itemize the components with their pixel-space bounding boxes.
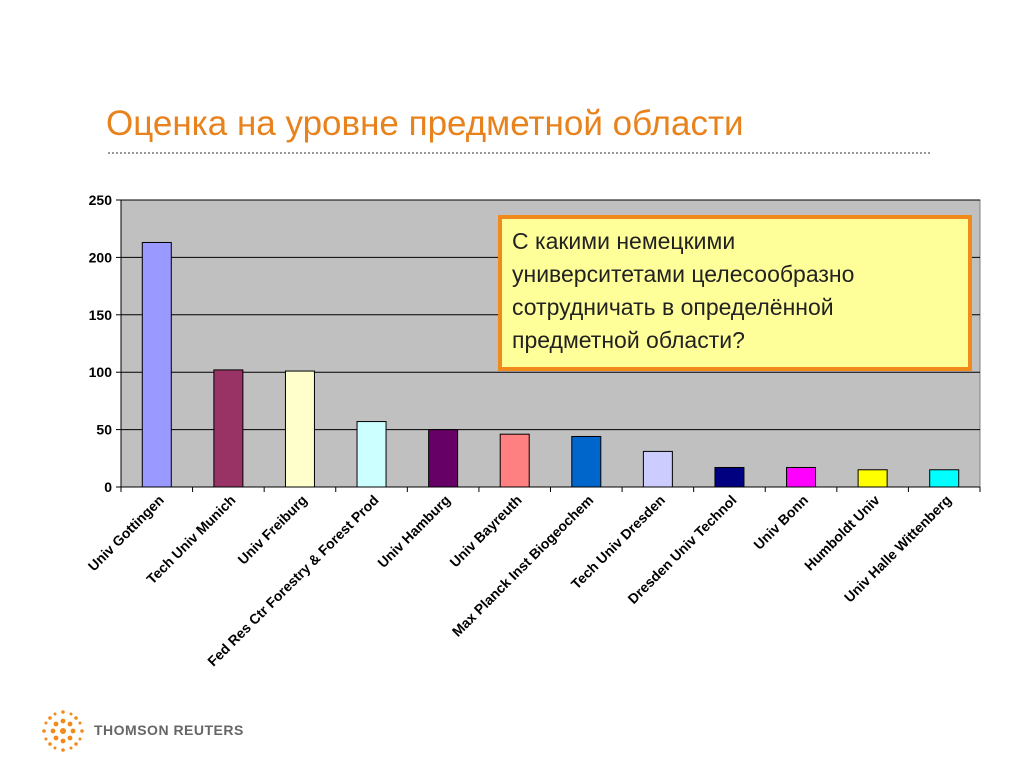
bar — [284, 370, 315, 488]
y-tick-label: 250 — [89, 192, 113, 208]
bar — [356, 421, 387, 488]
logo-text: THOMSON REUTERS — [94, 722, 244, 738]
callout-line: сотрудничать в определённой — [512, 294, 834, 320]
bar — [857, 469, 888, 488]
bar — [929, 469, 960, 488]
reuters-dot-icon — [42, 710, 84, 752]
y-tick-label: 0 — [104, 479, 112, 495]
callout-line: университетами целесообразно — [512, 261, 855, 287]
x-category-label: Univ Bonn — [750, 492, 811, 553]
x-category-label: Univ Gottingen — [85, 492, 167, 574]
x-category-label: Univ Freiburg — [234, 492, 310, 568]
y-tick-label: 50 — [96, 422, 112, 438]
bar — [499, 433, 530, 488]
bar — [571, 435, 602, 488]
x-category-label: Max Planck Inst Biogeochem — [449, 492, 597, 640]
y-tick-label: 200 — [89, 249, 113, 265]
x-category-label: Univ Bayreuth — [446, 492, 524, 570]
y-tick-label: 100 — [89, 364, 113, 380]
x-category-label: Univ Hamburg — [374, 492, 453, 571]
thomson-reuters-logo: THOMSON REUTERS — [40, 708, 243, 752]
callout-line: предметной области? — [512, 327, 745, 353]
callout-line: С какими немецкими — [512, 228, 736, 254]
bar — [786, 466, 817, 488]
x-category-label: Humboldt Univ — [801, 492, 883, 574]
bar — [213, 369, 244, 488]
slide-title: Оценка на уровне предметной области — [106, 104, 744, 143]
bar — [714, 466, 745, 488]
question-callout: С какими немецкими университетами целесо… — [498, 215, 972, 371]
title-divider — [108, 152, 930, 154]
y-tick-label: 150 — [89, 307, 113, 323]
bar — [141, 241, 172, 488]
bar — [428, 429, 459, 488]
bar — [642, 450, 673, 488]
